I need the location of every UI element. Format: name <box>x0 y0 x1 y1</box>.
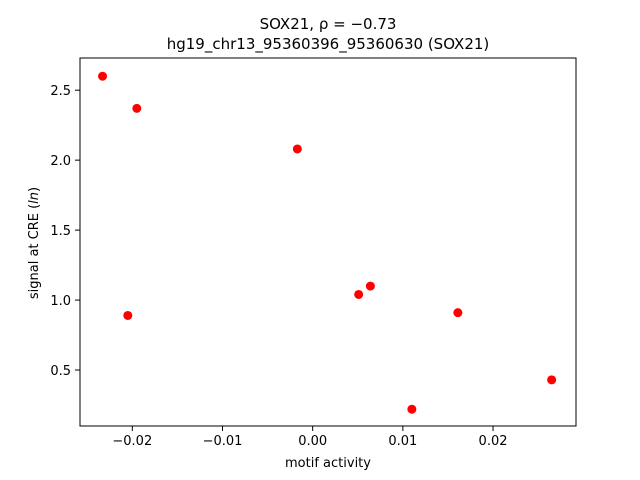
data-point-5 <box>354 289 364 299</box>
data-point-9 <box>547 375 557 385</box>
y-axis-label-italic: ln <box>27 192 42 204</box>
data-point-8 <box>407 404 417 414</box>
x-axis-label: motif activity <box>285 456 371 471</box>
y-tick-label-4: 2.0 <box>50 154 71 169</box>
axes-frame <box>79 57 577 427</box>
y-tick-label-3: 1.5 <box>50 224 71 239</box>
y-tick-label-5: 2.5 <box>50 84 71 99</box>
data-point-2 <box>132 103 142 113</box>
x-tick-label-5: 0.02 <box>479 434 508 449</box>
data-point-4 <box>365 281 375 291</box>
data-point-1 <box>98 71 108 81</box>
data-point-6 <box>123 310 133 320</box>
x-tick-label-1: −0.02 <box>112 434 152 449</box>
chart-title-line-2: hg19_chr13_95360396_95360630 (SOX21) <box>167 35 490 54</box>
data-point-3 <box>292 144 302 154</box>
data-point-7 <box>453 308 463 318</box>
y-tick-label-1: 0.5 <box>50 364 71 379</box>
y-axis-label-prefix: signal at CRE ( <box>27 204 42 299</box>
x-tick-label-3: 0.00 <box>298 434 327 449</box>
y-axis-label-suffix: ) <box>27 187 42 192</box>
y-tick-label-2: 1.0 <box>50 294 71 309</box>
plot-area: −0.02 −0.01 0.00 0.01 0.02 0.5 1.0 1.5 2.0 2.5 <box>50 57 577 449</box>
x-tick-label-4: 0.01 <box>388 434 417 449</box>
chart-title-line-1: SOX21, ρ = −0.73 <box>260 15 397 33</box>
x-tick-label-2: −0.01 <box>203 434 243 449</box>
y-axis-label: signal at CRE (ln) <box>27 187 42 299</box>
